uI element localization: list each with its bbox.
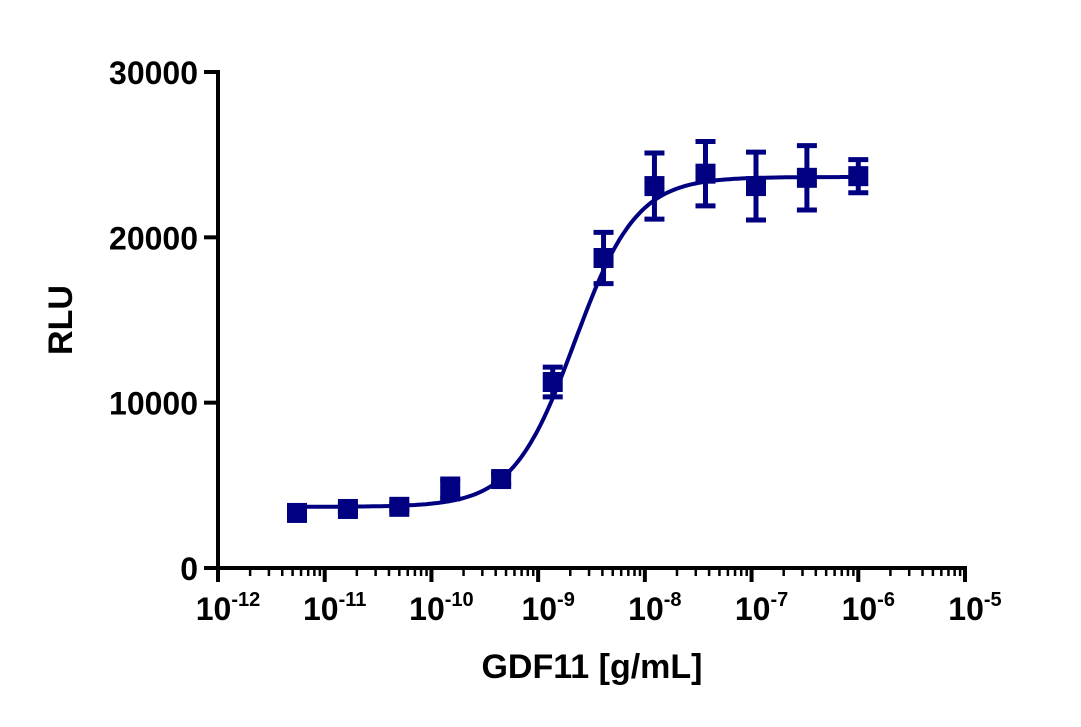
x-tick-label: 10-8 [628, 589, 681, 627]
x-tick-label: 10-12 [196, 589, 261, 627]
square-marker [695, 163, 716, 184]
x-tick-label: 10-9 [521, 589, 574, 627]
data-point [745, 149, 766, 223]
data-point [848, 157, 869, 196]
y-tick-label: 30000 [109, 55, 198, 91]
y-tick-label: 10000 [109, 386, 198, 422]
fit-curve [297, 175, 859, 509]
y-tick-label: 0 [180, 551, 198, 587]
data-point [542, 364, 563, 400]
x-tick-label: 10-5 [948, 589, 1001, 627]
data-point [593, 229, 614, 287]
data-point [491, 469, 512, 490]
square-marker [491, 469, 512, 490]
square-marker [848, 166, 869, 187]
y-tick-label: 20000 [109, 220, 198, 256]
data-point [440, 476, 461, 502]
x-tick-label: 10-6 [842, 589, 895, 627]
square-marker [745, 176, 766, 197]
x-axis-label: GDF11 [g/mL] [481, 648, 702, 686]
x-tick-label: 10-10 [409, 589, 474, 627]
data-point [337, 498, 358, 519]
data-point [695, 138, 716, 209]
data-point [389, 496, 410, 517]
square-marker [796, 167, 817, 188]
square-marker [440, 478, 461, 499]
square-marker [389, 496, 410, 517]
data-point [796, 143, 817, 213]
y-axis-label: RLU [42, 285, 80, 355]
square-marker [337, 498, 358, 519]
square-marker [644, 176, 665, 197]
x-tick-label: 10-11 [303, 589, 366, 627]
data-point [287, 502, 308, 523]
data-point [644, 150, 665, 222]
square-marker [542, 372, 563, 392]
x-tick-label: 10-7 [735, 589, 788, 627]
square-marker [593, 248, 614, 268]
square-marker [287, 502, 308, 523]
